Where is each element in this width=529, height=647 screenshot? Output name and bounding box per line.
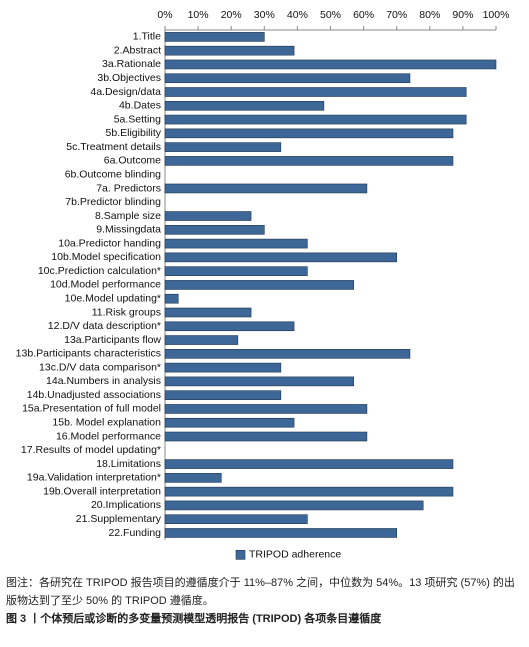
- y-tick-label: 12.D/V data description*: [48, 320, 161, 332]
- bar: [164, 73, 411, 84]
- y-tick-label: 6a.Outcome: [104, 155, 161, 167]
- y-tick-label: 13c.D/V data comparison*: [39, 361, 161, 373]
- bar: [164, 266, 308, 276]
- chart: 0% 10% 20% 30% 40% 50% 60% 70% 80% 90% 100% 1.Title…: [16, 9, 510, 561]
- y-tick-label: 3b.Objectives: [97, 72, 161, 84]
- y-tick-label: 21.Supplementary: [76, 513, 162, 525]
- y-tick-label: 3a.Rationale: [102, 58, 161, 70]
- caption: 图注：各研究在 TRIPOD 报告项目的遵循度介于 11%–87% 之间，中位数…: [6, 574, 521, 628]
- bar: [164, 280, 354, 290]
- bar: [164, 128, 454, 139]
- y-tick-label: 10a.Predictor handing: [58, 237, 161, 249]
- y-tick-label: 6b.Outcome blinding: [65, 168, 161, 180]
- x-tick-label: 50%: [320, 9, 341, 21]
- y-tick-label: 8.Sample size: [95, 210, 161, 222]
- y-tick-label: 5c.Treatment details: [66, 141, 161, 153]
- y-tick-label: 16.Model performance: [56, 430, 161, 442]
- bar: [164, 59, 497, 70]
- x-tick-label: 0%: [157, 9, 172, 21]
- bar: [164, 307, 252, 318]
- bar: [164, 473, 222, 483]
- x-tick-label: 40%: [287, 9, 308, 21]
- bar: [164, 87, 467, 97]
- y-tick-label: 15b. Model explanation: [52, 417, 161, 429]
- y-tick-label: 19b.Overall interpretation: [43, 485, 161, 497]
- y-tick-label: 19a.Validation interpretation*: [27, 472, 161, 484]
- x-tick-label: 20%: [221, 9, 242, 21]
- caption-title: 图 3 丨个体预后或诊断的多变量预测模型透明报告 (TRIPOD) 各项条目遵循…: [6, 613, 382, 625]
- y-tick-label: 13b.Participants characteristics: [16, 348, 161, 360]
- bar: [164, 528, 397, 538]
- y-tick-label: 7b.Predictor blinding: [65, 196, 161, 208]
- bar: [164, 211, 252, 221]
- bar: [164, 293, 179, 304]
- bar: [164, 486, 454, 497]
- bar: [164, 500, 424, 511]
- bar: [164, 238, 308, 249]
- y-tick-label: 5a.Setting: [114, 113, 161, 125]
- bar: [164, 417, 295, 428]
- legend-label: TRIPOD adherence: [249, 549, 341, 561]
- bar: [164, 183, 368, 194]
- y-tick-label: 14a.Numbers in analysis: [46, 375, 161, 387]
- y-tick-label: 11.Risk groups: [92, 306, 161, 318]
- y-tick-label: 7a. Predictors: [96, 182, 161, 194]
- bar: [164, 514, 308, 524]
- y-tick-label: 15a.Presentation of full model: [22, 403, 161, 415]
- y-tick-label: 18.Limitations: [96, 458, 161, 470]
- y-tick-label: 20.Implications: [91, 499, 161, 511]
- bar: [164, 335, 239, 345]
- bar: [164, 156, 454, 166]
- bar: [164, 376, 354, 387]
- x-tick-label: 60%: [353, 9, 374, 21]
- y-tick-label: 17.Results of model updating*: [21, 444, 161, 456]
- y-tick-label: 22.Funding: [108, 527, 161, 539]
- x-tick-label: 80%: [419, 9, 440, 21]
- y-tick-label: 13a.Participants flow: [64, 334, 161, 346]
- y-tick-label: 10c.Prediction calculation*: [38, 265, 161, 277]
- y-tick-label: 4b.Dates: [119, 100, 161, 112]
- x-tick-label: 90%: [452, 9, 473, 21]
- bar: [164, 390, 282, 400]
- legend-swatch: [235, 550, 246, 560]
- x-tick-label: 70%: [386, 9, 407, 21]
- bar: [164, 459, 454, 469]
- y-tick-label: 10d.Model performance: [50, 279, 161, 291]
- y-tick-label: 5b.Eligibility: [106, 127, 162, 139]
- y-tick-label: 14b.Unadjusted associations: [27, 389, 161, 401]
- bar: [164, 431, 368, 442]
- bar: [164, 404, 368, 414]
- bar: [164, 142, 282, 152]
- y-tick-label: 1.Title: [133, 31, 161, 43]
- bar: [164, 252, 397, 263]
- bar: [164, 349, 411, 359]
- bar: [164, 32, 265, 42]
- x-tick-label: 30%: [254, 9, 275, 21]
- x-tick-label: 100%: [483, 9, 510, 21]
- y-tick-label: 2.Abstract: [114, 44, 161, 56]
- y-tick-label: 4a.Design/data: [90, 86, 161, 98]
- bar: [164, 321, 295, 332]
- bar: [164, 100, 325, 111]
- y-tick-label: 10e.Model updating*: [65, 292, 161, 304]
- y-tick-label: 9.Missingdata: [96, 224, 161, 236]
- bar: [164, 114, 467, 125]
- caption-note: 图注：各研究在 TRIPOD 报告项目的遵循度介于 11%–87% 之间，中位数…: [6, 577, 515, 607]
- bar: [164, 45, 295, 56]
- y-tick-label: 10b.Model specification: [51, 251, 161, 263]
- bar: [164, 362, 282, 373]
- x-tick-label: 10%: [188, 9, 209, 21]
- bar: [164, 225, 265, 235]
